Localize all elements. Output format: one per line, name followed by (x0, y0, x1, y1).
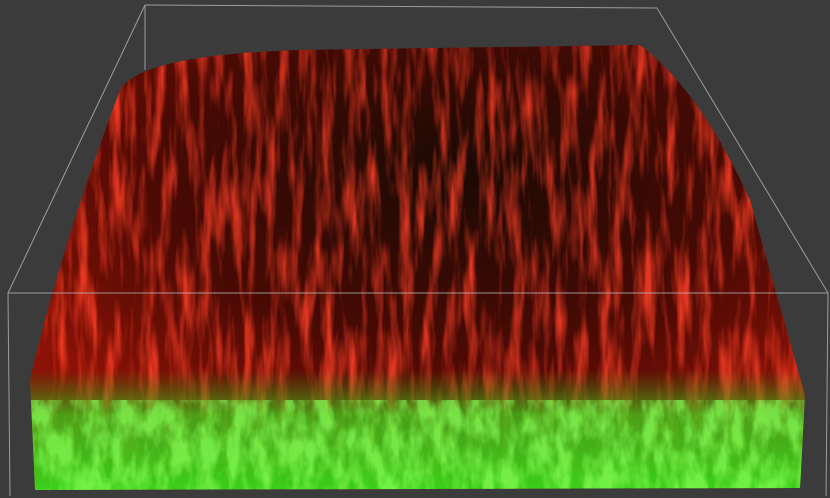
box-edge (656, 7, 829, 294)
box-edge (7, 4, 146, 294)
box-edge (144, 4, 658, 9)
box-edge (825, 292, 829, 497)
bounding-box (7, 4, 829, 497)
green-streaks (30, 400, 805, 490)
box-edge (7, 292, 11, 497)
